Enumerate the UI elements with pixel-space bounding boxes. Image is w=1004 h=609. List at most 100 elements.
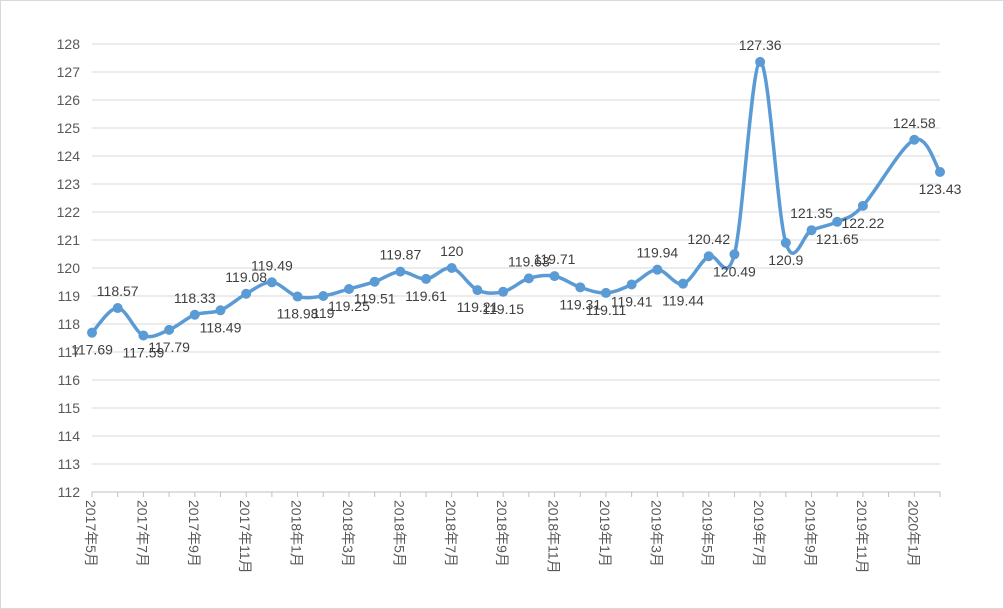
data-label: 124.58 — [893, 115, 936, 131]
y-tick-label: 124 — [57, 148, 81, 164]
data-label: 123.43 — [919, 181, 962, 197]
marker — [832, 216, 843, 227]
data-label: 119.21 — [457, 299, 499, 315]
y-tick-label: 119 — [58, 288, 81, 304]
data-label: 119.61 — [405, 288, 447, 304]
x-tick-label: 2018年9月 — [494, 500, 510, 567]
marker — [138, 330, 149, 341]
data-label: 119.15 — [482, 301, 524, 317]
x-tick-label: 2018年5月 — [391, 500, 407, 567]
marker — [112, 303, 123, 314]
data-label: 117.59 — [123, 344, 165, 360]
marker — [806, 225, 817, 236]
data-label: 119 — [312, 305, 335, 321]
data-label: 120.49 — [713, 263, 756, 279]
data-label: 117.69 — [71, 342, 113, 358]
data-label: 118.33 — [174, 290, 216, 306]
marker — [292, 291, 303, 302]
data-label: 120.42 — [687, 231, 730, 247]
marker — [343, 284, 354, 294]
marker — [241, 288, 252, 299]
marker — [318, 291, 329, 301]
marker — [472, 285, 483, 296]
x-tick-label: 2017年5月 — [83, 500, 99, 567]
data-label: 121.65 — [816, 231, 859, 247]
x-tick-label: 2019年7月 — [751, 500, 767, 567]
marker — [703, 251, 714, 262]
y-tick-label: 114 — [58, 428, 81, 444]
data-label: 119.11 — [586, 302, 627, 318]
data-label: 120.9 — [768, 252, 803, 268]
data-label: 121.35 — [790, 205, 833, 221]
x-tick-label: 2019年3月 — [648, 500, 664, 567]
x-tick-label: 2019年9月 — [803, 500, 819, 567]
data-label: 120 — [440, 243, 464, 259]
data-label: 118.49 — [200, 319, 242, 335]
x-tick-label: 2018年7月 — [443, 500, 459, 567]
y-tick-label: 128 — [57, 36, 81, 52]
data-label: 119.63 — [508, 253, 550, 269]
y-tick-label: 112 — [58, 484, 81, 500]
x-tick-label: 2018年1月 — [289, 500, 305, 567]
data-label: 119.51 — [354, 291, 396, 307]
data-label: 127.36 — [739, 37, 782, 53]
marker — [755, 56, 766, 67]
marker — [498, 286, 509, 297]
marker — [780, 237, 791, 248]
y-tick-label: 113 — [58, 456, 81, 472]
y-tick-label: 117 — [58, 344, 81, 360]
data-label: 118.98 — [277, 306, 319, 322]
data-label: 117.79 — [148, 339, 190, 355]
x-tick-label: 2017年11月 — [237, 500, 253, 574]
data-label: 122.22 — [841, 215, 884, 231]
x-tick-label: 2019年5月 — [700, 500, 716, 567]
marker — [600, 287, 611, 298]
y-tick-label: 121 — [57, 232, 81, 248]
y-tick-label: 122 — [57, 204, 81, 220]
data-label: 119.87 — [379, 247, 421, 263]
marker — [189, 309, 200, 320]
x-tick-label: 2020年1月 — [905, 500, 921, 567]
marker — [446, 263, 457, 273]
x-tick-label: 2017年9月 — [186, 500, 202, 567]
marker — [421, 273, 432, 284]
x-tick-label: 2018年3月 — [340, 500, 356, 567]
y-tick-label: 118 — [58, 316, 81, 332]
y-tick-label: 127 — [57, 64, 81, 80]
marker — [369, 276, 380, 287]
marker — [164, 324, 175, 335]
marker — [909, 134, 920, 145]
x-tick-label: 2017年7月 — [134, 500, 150, 567]
data-label: 119.41 — [611, 294, 653, 310]
data-label: 119.25 — [328, 298, 370, 314]
marker — [87, 327, 97, 338]
data-label: 118.57 — [97, 283, 139, 299]
y-tick-label: 115 — [58, 400, 81, 416]
marker — [652, 264, 663, 275]
x-tick-label: 2019年1月 — [597, 500, 613, 567]
x-tick-label: 2019年11月 — [854, 500, 870, 574]
data-label: 119.31 — [559, 296, 601, 312]
marker — [626, 279, 637, 290]
y-tick-label: 126 — [57, 92, 81, 108]
marker — [266, 277, 277, 288]
marker — [575, 282, 586, 293]
data-label: 119.94 — [636, 245, 678, 261]
marker — [549, 271, 560, 282]
y-tick-label: 125 — [57, 120, 81, 136]
data-label: 119.08 — [225, 269, 267, 285]
marker — [935, 166, 945, 177]
data-label: 119.71 — [534, 251, 576, 267]
marker — [729, 249, 740, 260]
y-tick-label: 116 — [58, 372, 81, 388]
marker — [678, 278, 689, 289]
y-tick-label: 120 — [57, 260, 81, 276]
marker — [215, 305, 226, 316]
y-tick-label: 123 — [57, 176, 81, 192]
data-label: 119.49 — [251, 257, 293, 273]
data-label: 119.44 — [662, 293, 704, 309]
marker — [395, 266, 406, 277]
x-tick-label: 2018年11月 — [546, 500, 562, 574]
